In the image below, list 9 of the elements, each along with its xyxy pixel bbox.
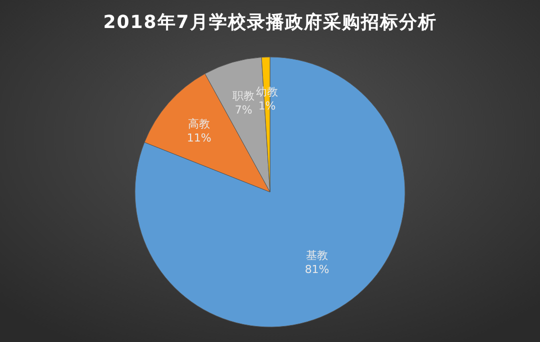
slice-label: 职教 [232,89,255,102]
slice-label: 高教 [188,118,210,131]
data-label: 81% [304,263,330,276]
slice-label: 基教 [306,249,328,262]
data-label: 11% [186,132,212,145]
data-label: 1% [258,100,276,113]
chart-title: 2018年7月学校录播政府采购招标分析 [103,12,437,33]
pie-slice [134,56,406,328]
data-label: 7% [234,103,252,116]
